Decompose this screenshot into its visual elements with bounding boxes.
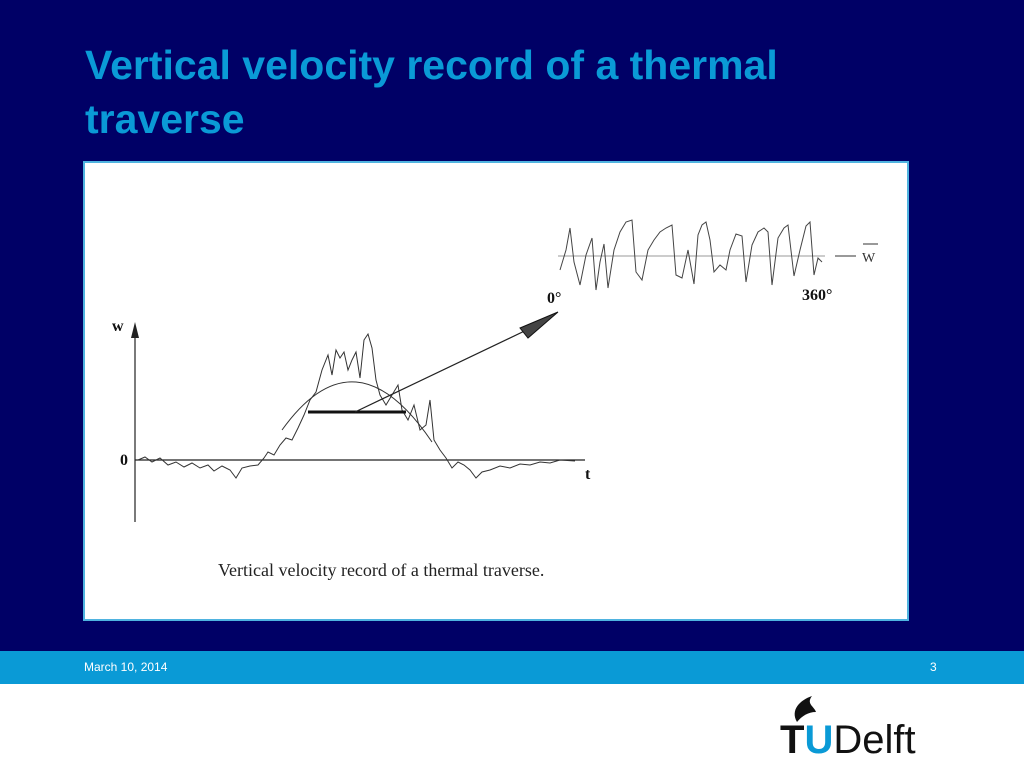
footer-date: March 10, 2014	[84, 660, 168, 674]
figure-frame	[83, 161, 909, 621]
logo-flame	[794, 696, 816, 722]
w-axis-label: w	[112, 318, 124, 335]
page-number: 3	[930, 660, 937, 674]
inset-trace	[559, 219, 823, 291]
end-angle-label: 360°	[802, 287, 832, 304]
pointer-head	[519, 311, 559, 339]
zero-label: 0	[120, 452, 128, 469]
w-axis-arrow	[131, 322, 139, 338]
logo-u: U	[804, 718, 833, 762]
logo-text: TUDelft	[780, 718, 916, 762]
velocity-trace	[137, 332, 576, 479]
slide-title: Vertical velocity record of a thermal tr…	[85, 42, 778, 142]
logo-t: T	[780, 718, 804, 762]
pointer-arrow	[354, 325, 536, 413]
mean-label: W	[862, 251, 876, 266]
logo-delft: Delft	[833, 718, 915, 762]
smoothed-curve	[281, 381, 433, 443]
start-angle-label: 0°	[547, 290, 561, 307]
t-axis-label: t	[585, 466, 591, 483]
figure-caption: Vertical velocity record of a thermal tr…	[218, 560, 544, 580]
footer-band	[0, 651, 1024, 684]
